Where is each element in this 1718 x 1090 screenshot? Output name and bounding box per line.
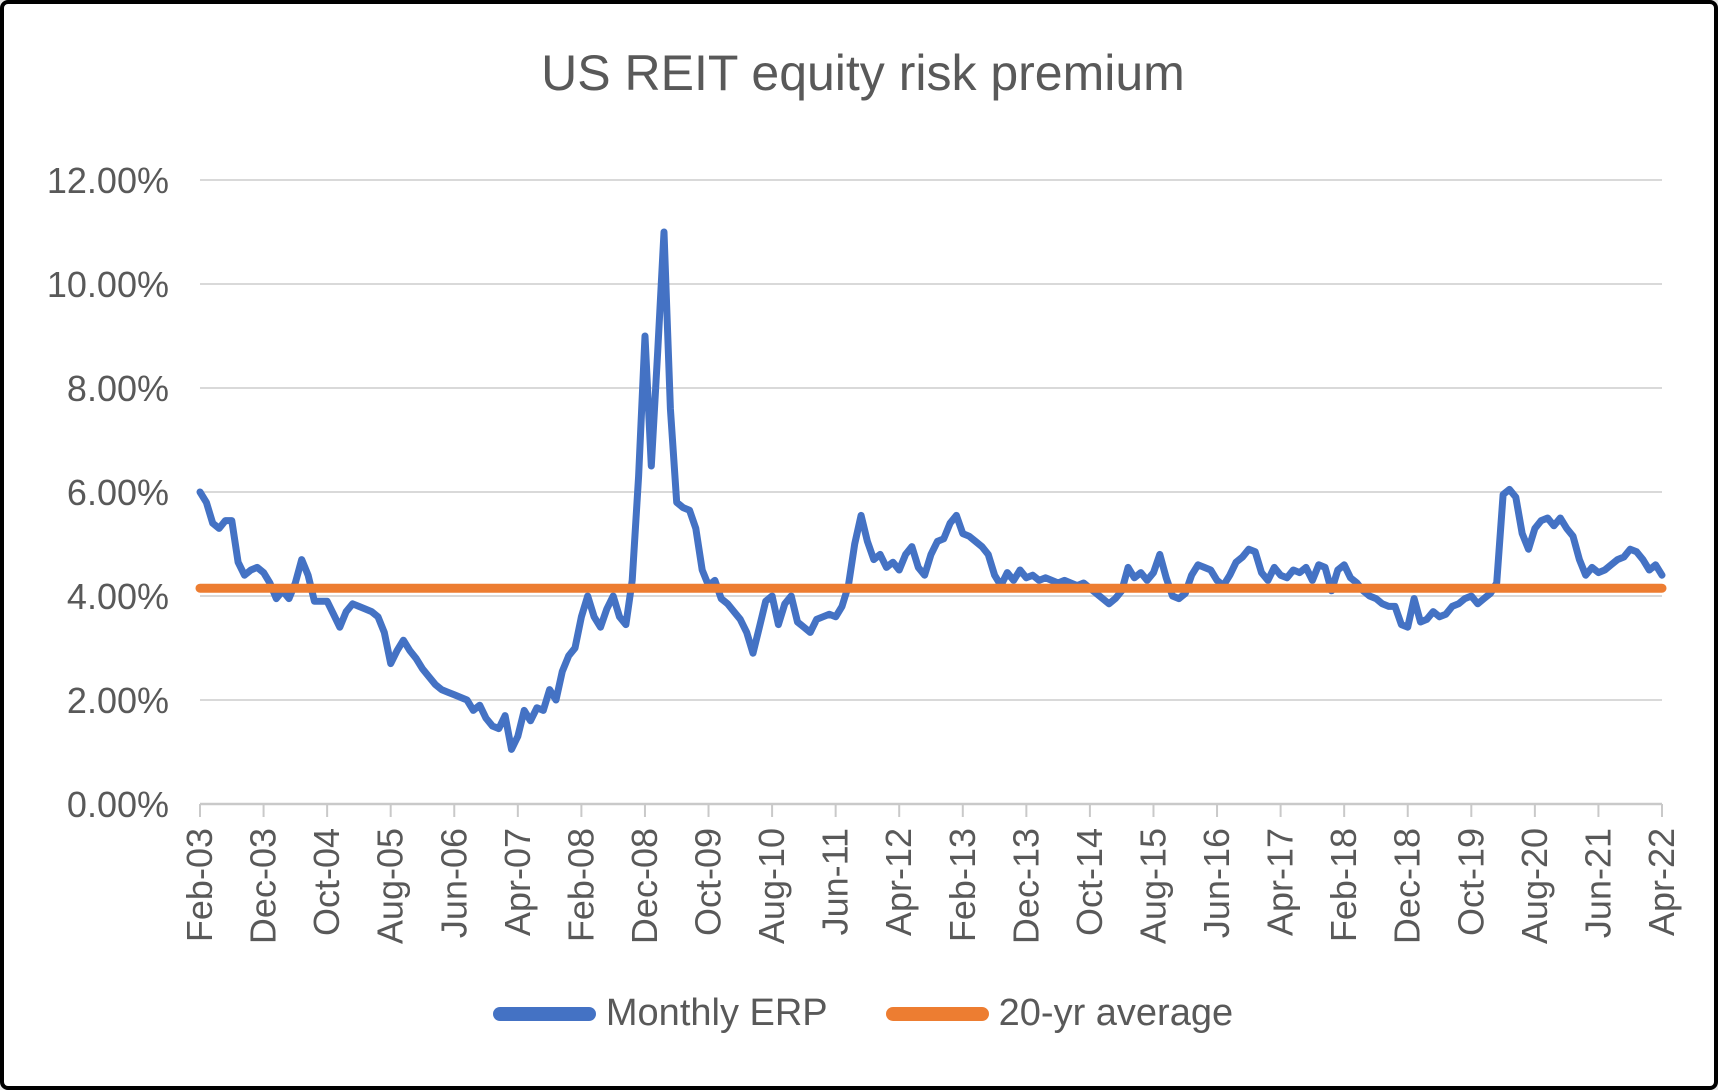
chart-title: US REIT equity risk premium bbox=[541, 45, 1185, 101]
x-tick-label: Dec-18 bbox=[1387, 828, 1428, 944]
x-tick-label: Feb-08 bbox=[560, 828, 601, 942]
x-tick-label: Feb-18 bbox=[1323, 828, 1364, 942]
x-tick-label: Jun-06 bbox=[433, 828, 474, 938]
monthly-erp-legend-swatch bbox=[492, 1006, 596, 1021]
x-tick-label: Aug-10 bbox=[751, 828, 792, 944]
y-tick-label: 4.00% bbox=[67, 576, 169, 617]
x-tick-label: Dec-03 bbox=[243, 828, 284, 944]
monthly-erp-legend-label: Monthly ERP bbox=[605, 992, 828, 1034]
x-tick-label: Oct-19 bbox=[1450, 828, 1491, 936]
x-tick-label: Dec-13 bbox=[1005, 828, 1046, 944]
x-tick-label: Oct-09 bbox=[688, 828, 729, 936]
x-tick-label: Apr-12 bbox=[878, 828, 919, 936]
x-tick-label: Apr-22 bbox=[1641, 828, 1682, 936]
x-tick-label: Feb-03 bbox=[179, 828, 220, 942]
y-tick-label: 6.00% bbox=[67, 472, 169, 513]
x-tick-label: Jun-16 bbox=[1196, 828, 1237, 938]
x-tick-label: Aug-20 bbox=[1514, 828, 1555, 944]
x-tick-label: Jun-21 bbox=[1577, 828, 1618, 938]
x-tick-label: Oct-04 bbox=[306, 828, 347, 936]
y-tick-label: 2.00% bbox=[67, 680, 169, 721]
legend: Monthly ERP 20-yr average bbox=[4, 992, 1714, 1035]
x-tick-label: Apr-07 bbox=[497, 828, 538, 936]
monthly-erp-line bbox=[196, 228, 1666, 753]
average-legend-swatch bbox=[885, 1006, 989, 1021]
y-tick-label: 8.00% bbox=[67, 368, 169, 409]
x-tick-label: Aug-05 bbox=[370, 828, 411, 944]
x-tick-label: Dec-08 bbox=[624, 828, 665, 944]
x-tick-label: Aug-15 bbox=[1132, 828, 1173, 944]
y-tick-label: 0.00% bbox=[67, 784, 169, 825]
x-tick-label: Oct-14 bbox=[1069, 828, 1110, 936]
average-legend-label: 20-yr average bbox=[998, 992, 1234, 1034]
y-tick-label: 12.00% bbox=[47, 160, 169, 201]
x-tick-label: Jun-11 bbox=[815, 828, 856, 935]
x-tick-label: Apr-17 bbox=[1260, 828, 1301, 936]
chart-plot-area: 0.00% 2.00% 4.00% 6.00% 8.00% 10.00% 12.00% Feb… bbox=[47, 160, 1682, 944]
x-tick-label: Feb-13 bbox=[942, 828, 983, 942]
y-tick-label: 10.00% bbox=[47, 264, 169, 305]
